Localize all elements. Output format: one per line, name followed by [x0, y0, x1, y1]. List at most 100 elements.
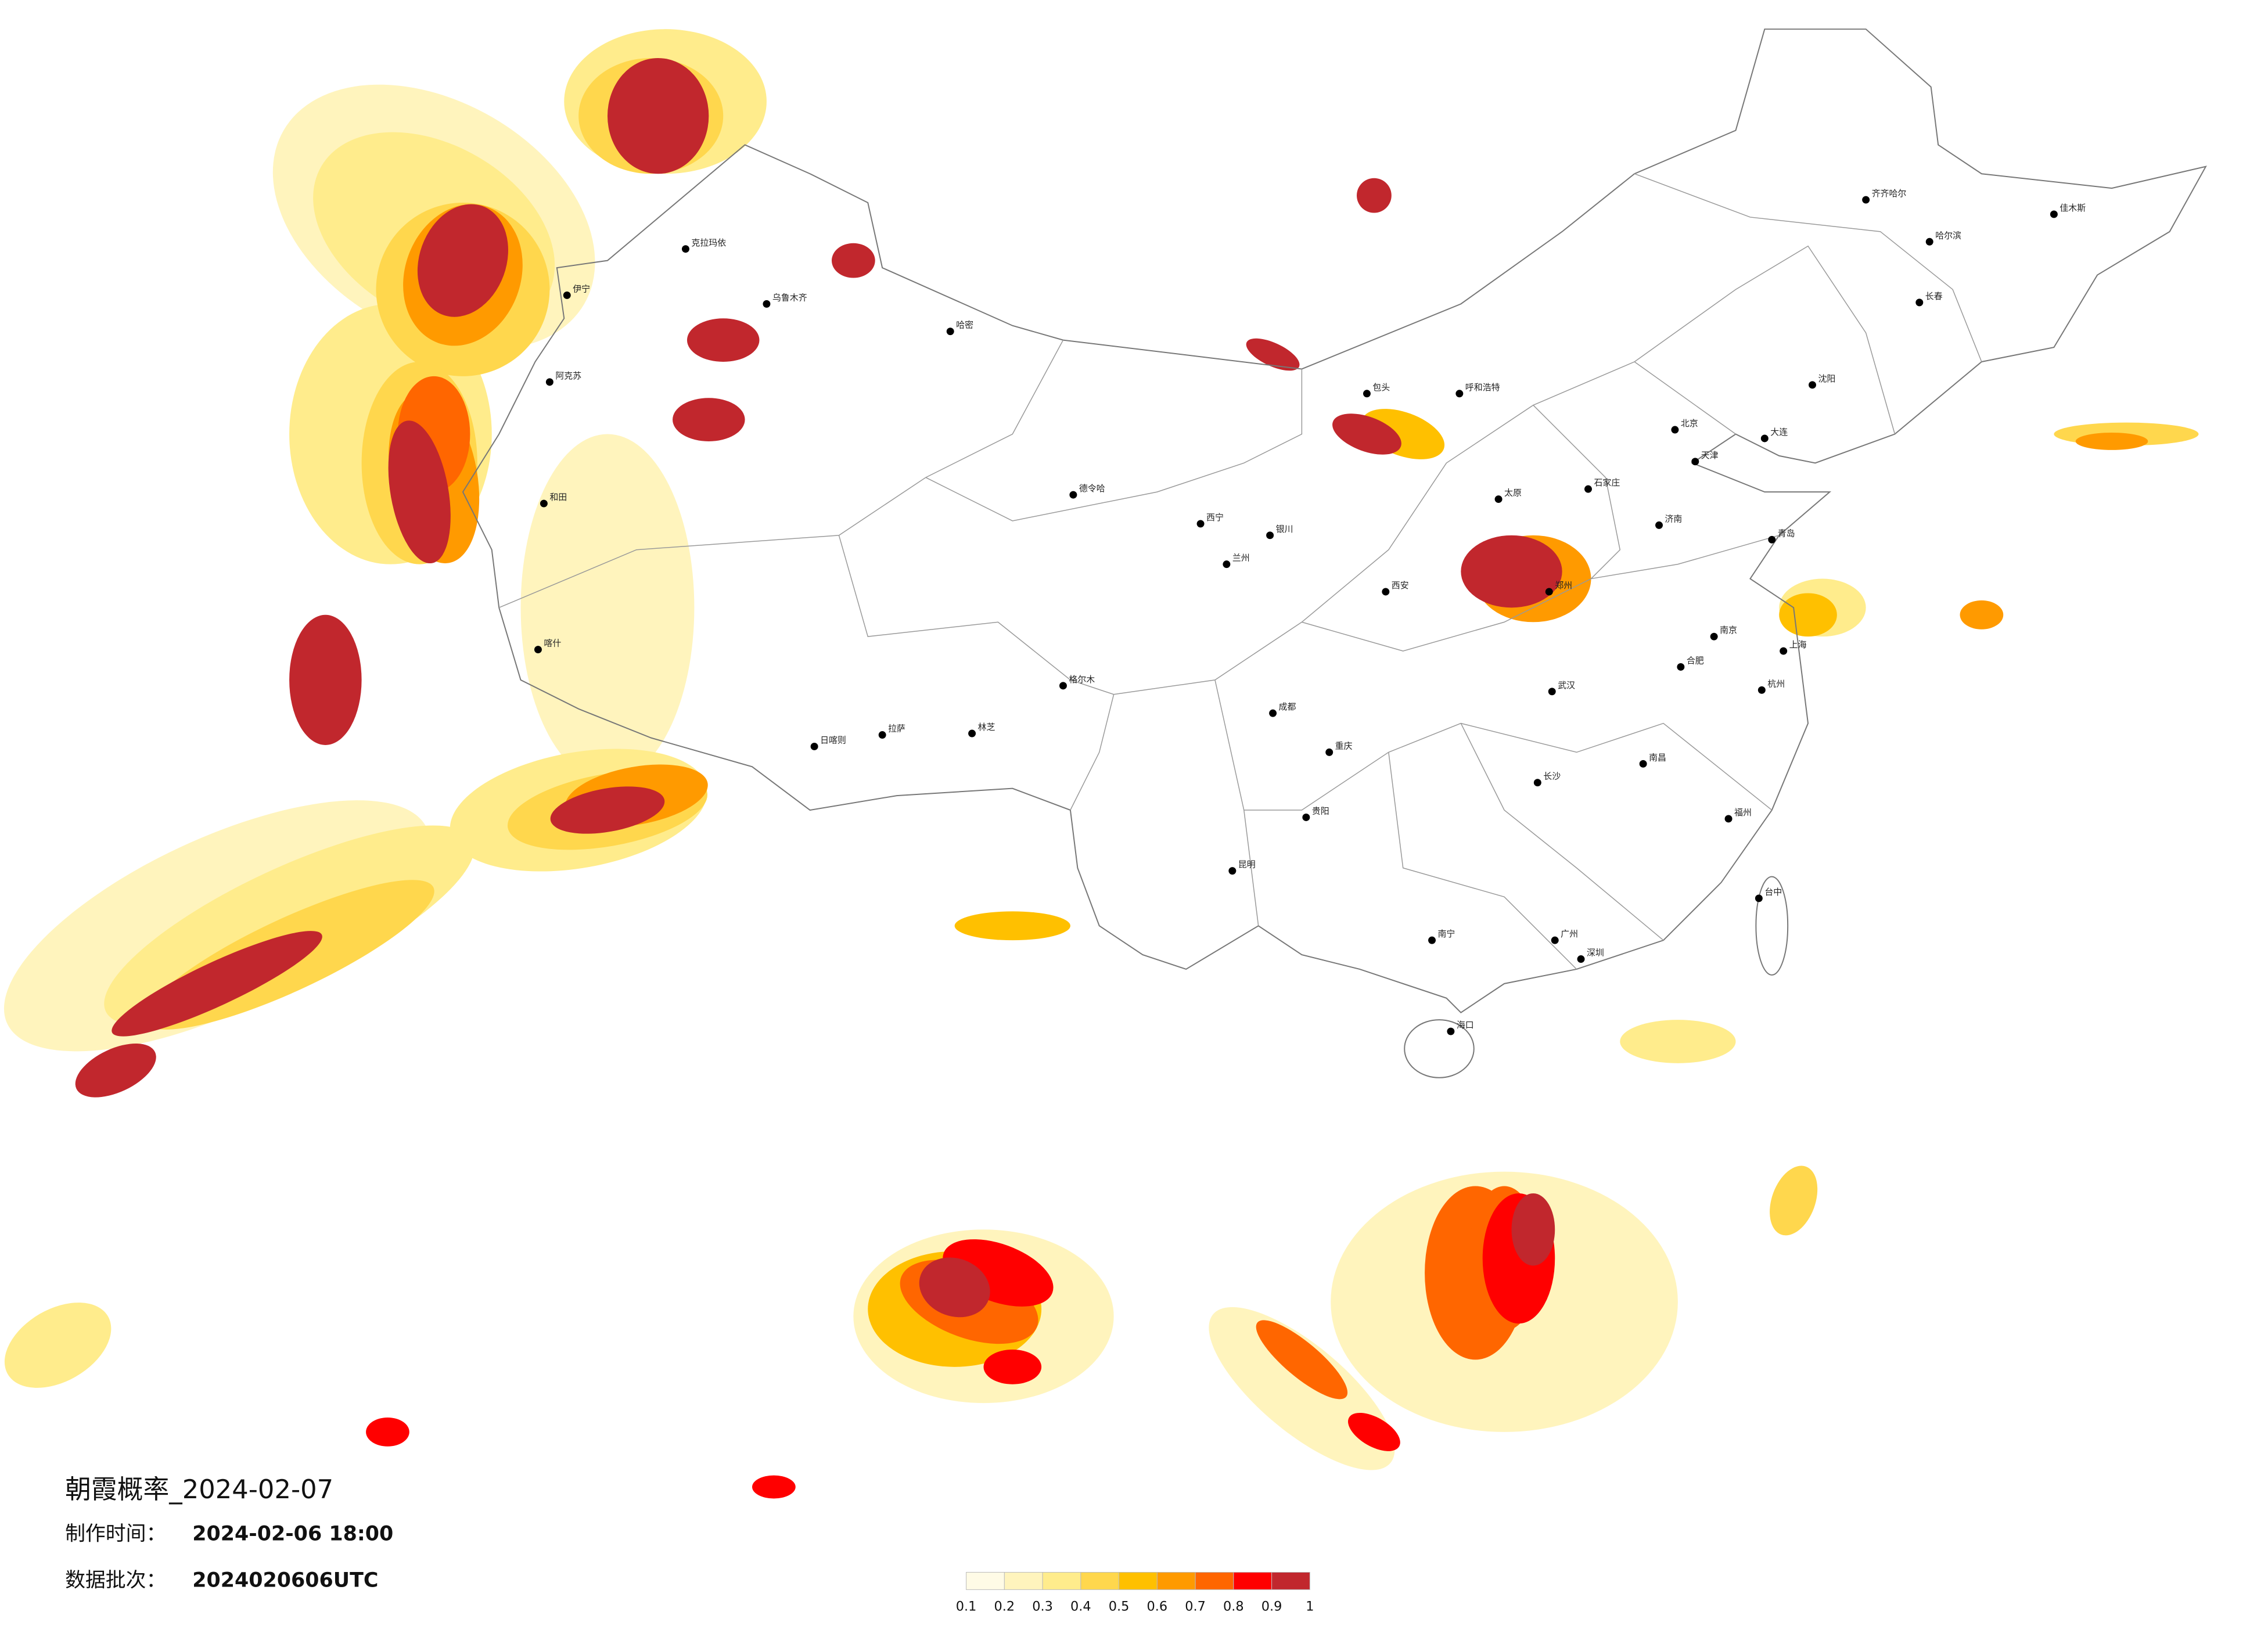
probability-area [1779, 593, 1837, 637]
city-label: 广州 [1561, 929, 1578, 939]
probability-area [1332, 413, 1401, 455]
legend-swatch [966, 1571, 1005, 1590]
probability-area [1770, 1165, 1818, 1236]
city-dot [1768, 535, 1776, 544]
legend-swatch [1119, 1571, 1158, 1590]
probability-area [686, 318, 760, 362]
city-dot [1545, 588, 1553, 596]
city-label: 克拉玛依 [691, 238, 726, 248]
city-label: 昆明 [1238, 859, 1256, 870]
city-label: 沈阳 [1818, 373, 1835, 384]
city-dot [1639, 760, 1647, 768]
probability-area [1461, 535, 1562, 608]
legend-label: 0.4 [1070, 1599, 1091, 1614]
city-dot [1710, 632, 1718, 641]
city-dot [563, 291, 571, 299]
city-label: 郑州 [1555, 580, 1572, 591]
probability-area [607, 57, 709, 174]
city-label: 石家庄 [1594, 477, 1620, 488]
probability-field [3, 29, 2199, 1499]
probability-area [112, 931, 322, 1037]
legend: 0.1 0.2 0.3 0.4 0.5 0.6 0.7 0.8 0.9 1 [956, 1571, 1314, 1614]
city-dot [1533, 779, 1541, 787]
city-dot [1760, 434, 1769, 443]
city-label: 长沙 [1543, 771, 1561, 782]
city-label: 银川 [1276, 524, 1293, 534]
city-dot [1196, 520, 1205, 528]
city-label: 南昌 [1649, 752, 1666, 762]
legend-swatch [1004, 1571, 1043, 1590]
city-label: 重庆 [1335, 740, 1353, 751]
city-dot [2050, 210, 2058, 218]
legend-label: 0.8 [1223, 1599, 1244, 1614]
city-dot [946, 328, 954, 336]
city-label: 合肥 [1687, 656, 1704, 666]
city-label: 南京 [1720, 625, 1737, 635]
probability-area [673, 398, 745, 441]
city-label: 拉萨 [888, 724, 905, 734]
city-label: 伊宁 [573, 283, 590, 294]
taiwan-outline [1755, 876, 1789, 976]
city-label: 贵阳 [1312, 806, 1329, 816]
probability-area [954, 911, 1070, 941]
probability-area [4, 1303, 112, 1388]
city-label: 呼和浩特 [1465, 382, 1500, 393]
city-label: 上海 [1789, 639, 1807, 650]
city-dot [1925, 238, 1933, 246]
probability-area [983, 1349, 1042, 1384]
city-dot [1809, 381, 1816, 389]
city-dot [1382, 588, 1390, 596]
city-dot [1862, 196, 1870, 204]
city-dot [1757, 686, 1766, 694]
probability-area [919, 1257, 990, 1318]
borders [462, 28, 2207, 1078]
probability-area [366, 1418, 409, 1447]
city-dot [1455, 390, 1464, 398]
legend-label: 0.7 [1185, 1599, 1206, 1614]
legend-swatch [1042, 1571, 1081, 1590]
city-dot [1755, 894, 1763, 902]
province-borders [498, 173, 1982, 970]
city-label: 武汉 [1558, 680, 1575, 690]
probability-area [1209, 1307, 1395, 1470]
legend-label: 0.1 [956, 1599, 977, 1614]
city-dot [1069, 491, 1077, 499]
city-label: 阿克苏 [555, 370, 581, 381]
legend-swatch [1156, 1571, 1196, 1590]
city-label: 深圳 [1587, 948, 1604, 958]
city-dot [545, 378, 553, 386]
hainan-outline [1404, 1019, 1475, 1078]
city-dot [1551, 936, 1559, 944]
probability-area [417, 204, 508, 317]
legend-label: 0.5 [1109, 1599, 1130, 1614]
city-dot [540, 499, 548, 508]
city-label: 和田 [549, 492, 567, 502]
city-label: 长春 [1925, 291, 1943, 301]
city-dot [1691, 458, 1699, 466]
city-label: 乌鲁木齐 [772, 292, 807, 303]
city-label: 林芝 [978, 722, 995, 732]
city-label: 成都 [1279, 702, 1296, 712]
made-label: 制作时间： [65, 1523, 166, 1546]
city-label: 哈尔滨 [1935, 230, 1961, 240]
city-label: 哈密 [956, 320, 973, 330]
legend-label: 1 [1306, 1599, 1314, 1614]
probability-area [2075, 433, 2148, 450]
city-label: 格尔木 [1069, 674, 1095, 685]
city-label: 太原 [1504, 488, 1522, 498]
city-dot [1671, 426, 1679, 434]
city-label: 青岛 [1778, 528, 1795, 538]
city-dot [810, 742, 818, 750]
city-dot [1325, 748, 1334, 756]
probability-area [520, 434, 695, 782]
batch: 2024020606UTC [192, 1569, 378, 1592]
city-label: 喀什 [544, 638, 561, 649]
city-label: 包头 [1372, 382, 1390, 393]
city-dot [1428, 936, 1436, 944]
legend-label: 0.6 [1147, 1599, 1168, 1614]
probability-area [1357, 178, 1392, 213]
city-label: 杭州 [1767, 678, 1785, 689]
